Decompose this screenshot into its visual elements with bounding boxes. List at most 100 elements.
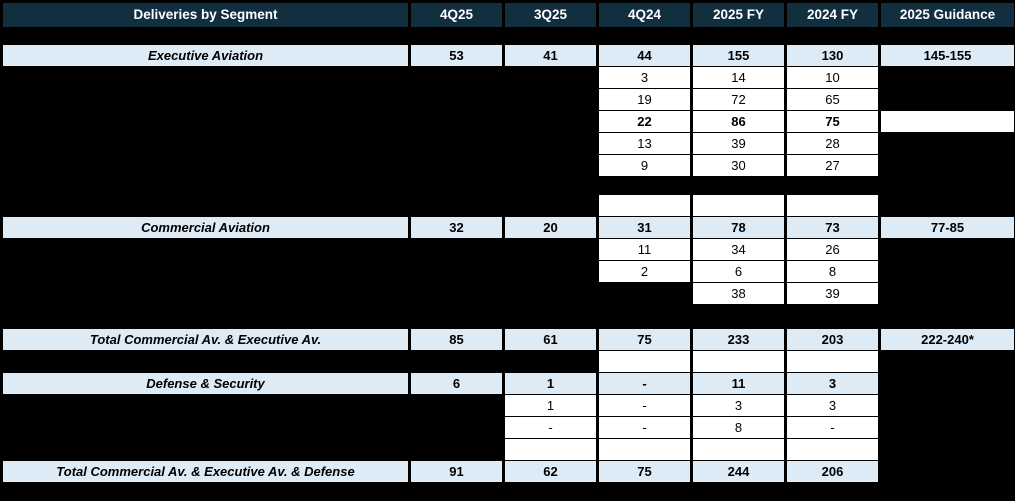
value-4q24: 75: [599, 329, 690, 350]
value-2025fy: 233: [693, 329, 784, 350]
redacted-cell: [3, 111, 408, 132]
row-executive-breakdown-2: 19 72 65: [0, 89, 1015, 110]
value-2024fy: 130: [787, 45, 878, 66]
row-executive-breakdown-5: 9 30 27: [0, 155, 1015, 176]
value-4q24: 22: [599, 111, 690, 132]
redacted-cell: [881, 351, 1014, 372]
value-2024fy: 10: [787, 67, 878, 88]
redacted-cell: [505, 89, 596, 110]
value-2025fy: 3: [693, 395, 784, 416]
value-4q24: 11: [599, 239, 690, 260]
value-2025fy: 30: [693, 155, 784, 176]
redacted-cell: [881, 395, 1014, 416]
redacted-cell: [505, 283, 596, 304]
redacted-cell: [411, 239, 502, 260]
value-2025fy: 78: [693, 217, 784, 238]
redacted-cell: [411, 195, 502, 216]
value-4q24: 75: [599, 461, 690, 482]
row-empty-above-commercial: [0, 195, 1015, 216]
row-defense-security: Defense & Security 6 1 - 11 3: [0, 373, 1015, 394]
value-guidance: 145-155: [881, 45, 1014, 66]
row-total-commercial-executive: Total Commercial Av. & Executive Av. 85 …: [0, 329, 1015, 350]
empty-cell: [881, 111, 1014, 132]
redacted-cell: [3, 133, 408, 154]
row-executive-breakdown-1: 3 14 10: [0, 67, 1015, 88]
empty-cell: [599, 439, 690, 460]
value-4q24: 2: [599, 261, 690, 282]
redacted-cell: [3, 67, 408, 88]
redacted-cell: [505, 111, 596, 132]
redacted-cell: [3, 261, 408, 282]
value-2024fy: 203: [787, 329, 878, 350]
redacted-cell: [3, 195, 408, 216]
redacted-cell: [881, 417, 1014, 438]
value-4q25: 85: [411, 329, 502, 350]
row-commercial-breakdown-1: 11 34 26: [0, 239, 1015, 260]
value-4q24: -: [599, 373, 690, 394]
redacted-cell: [505, 133, 596, 154]
empty-cell: [599, 351, 690, 372]
value-2024fy: 26: [787, 239, 878, 260]
empty-cell: [599, 195, 690, 216]
value-3q25: -: [505, 417, 596, 438]
redacted-cell: [3, 239, 408, 260]
redacted-cell: [881, 461, 1014, 482]
value-2025fy: 38: [693, 283, 784, 304]
redacted-cell: [505, 351, 596, 372]
segment-label: Total Commercial Av. & Executive Av. & D…: [3, 461, 408, 482]
value-4q25: 91: [411, 461, 502, 482]
redacted-cell: [411, 111, 502, 132]
empty-cell: [787, 195, 878, 216]
redacted-cell: [599, 283, 690, 304]
value-4q24: 19: [599, 89, 690, 110]
value-4q24: 44: [599, 45, 690, 66]
value-4q24: -: [599, 417, 690, 438]
value-2024fy: 28: [787, 133, 878, 154]
redacted-cell: [881, 89, 1014, 110]
value-2025fy: 155: [693, 45, 784, 66]
empty-cell: [787, 439, 878, 460]
value-2025fy: 6: [693, 261, 784, 282]
value-4q25: 53: [411, 45, 502, 66]
redacted-cell: [411, 155, 502, 176]
value-3q25: 20: [505, 217, 596, 238]
redacted-cell: [411, 283, 502, 304]
redacted-cell: [881, 67, 1014, 88]
redacted-cell: [881, 155, 1014, 176]
value-2024fy: 3: [787, 373, 878, 394]
redacted-cell: [881, 373, 1014, 394]
redacted-cell: [505, 67, 596, 88]
row-commercial-aviation: Commercial Aviation 32 20 31 78 73 77-85: [0, 217, 1015, 238]
redacted-cell: [411, 351, 502, 372]
redacted-cell: [3, 155, 408, 176]
value-2024fy: -: [787, 417, 878, 438]
value-4q24: -: [599, 395, 690, 416]
column-header-2025fy: 2025 FY: [693, 3, 784, 27]
column-header-segment: Deliveries by Segment: [3, 3, 408, 27]
redacted-cell: [411, 395, 502, 416]
value-2024fy: 3: [787, 395, 878, 416]
value-2024fy: 73: [787, 217, 878, 238]
redacted-cell: [3, 351, 408, 372]
segment-label: Total Commercial Av. & Executive Av.: [3, 329, 408, 350]
value-2025fy: 39: [693, 133, 784, 154]
value-2024fy: 27: [787, 155, 878, 176]
row-executive-aviation: Executive Aviation 53 41 44 155 130 145-…: [0, 45, 1015, 66]
redacted-cell: [411, 261, 502, 282]
row-commercial-breakdown-2: 2 6 8: [0, 261, 1015, 282]
column-header-4q24: 4Q24: [599, 3, 690, 27]
value-4q24: 13: [599, 133, 690, 154]
redacted-cell: [505, 239, 596, 260]
value-4q24: 31: [599, 217, 690, 238]
value-2024fy: 8: [787, 261, 878, 282]
value-2025fy: 34: [693, 239, 784, 260]
segment-label: Defense & Security: [3, 373, 408, 394]
value-2024fy: 65: [787, 89, 878, 110]
row-empty-above-defense: [0, 351, 1015, 372]
row-executive-breakdown-4: 13 39 28: [0, 133, 1015, 154]
column-header-4q25: 4Q25: [411, 3, 502, 27]
value-3q25: 41: [505, 45, 596, 66]
redacted-cell: [411, 67, 502, 88]
empty-cell: [505, 439, 596, 460]
redacted-cell: [881, 261, 1014, 282]
